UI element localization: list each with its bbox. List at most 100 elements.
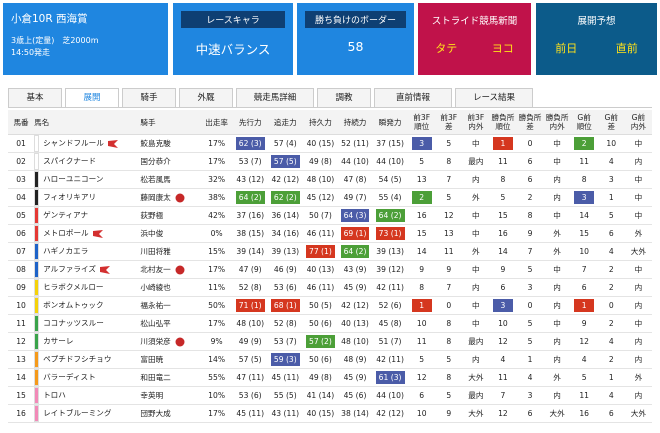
horse-name[interactable]: アルファライズ (43, 264, 96, 274)
tab[interactable]: 競走馬詳細 (236, 88, 314, 107)
tab[interactable]: 直前情報 (374, 88, 452, 107)
horse-name[interactable]: シャンドフルール (43, 138, 104, 148)
table-cell: 14 (489, 242, 517, 261)
horse-name[interactable]: ヒラボクメルロー (43, 282, 104, 292)
gate-color (34, 351, 40, 368)
horse-name[interactable]: ゲンティアナ (43, 210, 89, 220)
cell-text: 0 (527, 301, 533, 310)
table-cell: 52 (8) (267, 314, 303, 333)
cell-text: 09 (16, 283, 26, 292)
horse-name[interactable]: ボンオムトゥック (43, 300, 104, 310)
table-cell: 5 (435, 386, 463, 405)
cell-text: 51 (7) (378, 337, 402, 346)
table-cell: 12 (8, 332, 35, 351)
gate-color (34, 261, 40, 278)
cell-text: 42% (208, 211, 226, 220)
table-cell: 小崎綾也 (140, 278, 201, 297)
horse-name[interactable]: カサーレ (43, 336, 74, 346)
table-cell: 内 (624, 332, 652, 351)
cell-text: 16 (498, 229, 508, 238)
column-header: 勝負所 順位 (489, 110, 517, 135)
table-cell: 73 (1) (372, 224, 409, 243)
table-cell: 69 (1) (337, 224, 373, 243)
horse-name[interactable]: ペプチドフシチョウ (43, 354, 112, 364)
cell-text: 内 (472, 355, 480, 364)
link[interactable]: タテ (435, 42, 458, 55)
highlight-value: 68 (1) (270, 299, 300, 312)
cell-text: 40 (13) (341, 319, 369, 328)
column-header: 持久力 (302, 110, 338, 135)
horse-name[interactable]: メトロポール (43, 228, 89, 238)
table-cell: 9 (489, 260, 517, 279)
table-row: 03 ハローユニコーン 松若風馬 32% 43 (12) 42 (12) 48 (10) 47… (8, 170, 652, 189)
tab[interactable]: レース結果 (455, 88, 533, 107)
table-cell: 44 (10) (337, 152, 373, 171)
table-cell: 71 (1) (232, 296, 268, 315)
cell-text: 12 (579, 337, 589, 346)
gate-color (34, 171, 40, 188)
cell-text: 2 (608, 319, 614, 328)
table-cell: 最内 (462, 386, 490, 405)
tab[interactable]: 基本 (8, 88, 62, 107)
cell-text: 外 (553, 247, 561, 256)
race-title: 小倉10R 西海賞 (11, 13, 88, 25)
panel-label: 勝ち負けのボーダー (305, 11, 406, 28)
tab[interactable]: 騎手 (122, 88, 176, 107)
cell-text: 46 (11) (306, 283, 335, 292)
cell-text: 5 (581, 373, 587, 382)
highlight-value: 3 (492, 299, 513, 312)
cell-text: 8 (446, 319, 452, 328)
newspaper-panel: ストライド競馬新聞 タテ ヨコ (418, 3, 531, 75)
cell-text: 02 (16, 157, 26, 166)
table-cell: 12 (435, 206, 463, 225)
jockey-name: 松山弘平 (140, 319, 171, 328)
table-cell: 4 (597, 152, 625, 171)
highlight-value: 3 (574, 191, 595, 204)
link[interactable]: 直前 (615, 42, 638, 55)
jockey-name: 松若風馬 (140, 175, 171, 184)
table-cell: 10% (200, 386, 233, 405)
table-cell: 40 (15) (302, 404, 338, 423)
table-cell: 12 (408, 368, 436, 387)
horse-name[interactable]: フィオリキアリ (43, 192, 97, 202)
cell-text: 内 (634, 157, 643, 166)
cell-text: 05 (16, 211, 26, 220)
horse-name[interactable]: トロハ (43, 390, 66, 400)
table-cell: 8 (570, 170, 598, 189)
jockey-name: 藤岡康太 (140, 193, 171, 202)
cell-text: 14 (416, 247, 427, 256)
table-cell: 17% (200, 134, 233, 153)
cell-text: 49 (8) (308, 157, 332, 166)
horse-name[interactable]: レイトブルーミング (43, 408, 112, 418)
horse-name[interactable]: ハギノカエラ (43, 246, 89, 256)
tab[interactable]: 調教 (317, 88, 371, 107)
cell-text: 内 (634, 337, 643, 346)
link[interactable]: ヨコ (491, 42, 514, 55)
cell-text: 5 (527, 319, 533, 328)
tab[interactable]: 外厩 (179, 88, 233, 107)
horse-name[interactable]: ココナッツスルー (43, 318, 104, 328)
table-cell: 0 (516, 296, 544, 315)
table-cell: 57 (4) (267, 134, 303, 153)
cell-text: 44 (10) (341, 157, 369, 166)
cell-text: 42 (12) (271, 175, 300, 184)
horse-name[interactable]: ハローユニコーン (43, 174, 104, 184)
table-cell: 大外 (624, 404, 652, 423)
cell-text: 中 (472, 301, 480, 310)
horse-name[interactable]: バラーディスト (43, 372, 96, 382)
cell-text: 9 (581, 319, 587, 328)
table-cell: 内 (543, 170, 571, 189)
link[interactable]: 前日 (555, 42, 578, 55)
cell-text: 6 (419, 391, 425, 400)
jockey-name: 荻野極 (140, 211, 164, 220)
table-cell: 52 (6) (372, 296, 409, 315)
jockey-icon (175, 193, 185, 203)
table-cell: 40 (13) (337, 314, 373, 333)
tab[interactable]: 展開 (65, 88, 119, 107)
cell-text: 12 (498, 337, 508, 346)
cell-text: 48 (10) (236, 319, 265, 328)
cell-text: 12 (16, 337, 26, 346)
horse-name[interactable]: スパイクナード (43, 156, 97, 166)
cell-text: 4 (608, 337, 614, 346)
table-cell: 55 (5) (267, 386, 303, 405)
